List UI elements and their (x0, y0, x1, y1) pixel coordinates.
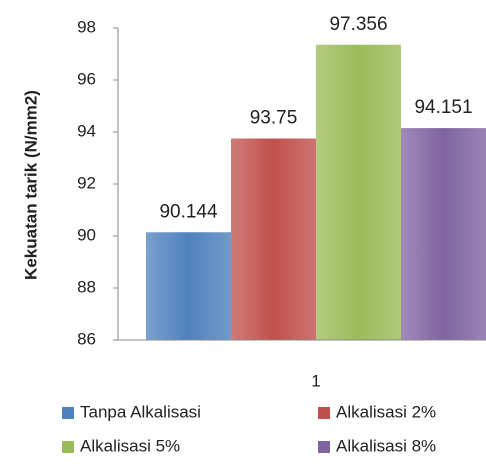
y-tick-label: 92 (77, 173, 96, 192)
value-label: 94.151 (414, 97, 472, 118)
value-label: 93.75 (250, 108, 298, 129)
bar (146, 232, 231, 340)
legend-swatch (62, 407, 74, 419)
bar (401, 128, 486, 340)
y-tick-label: 96 (77, 69, 96, 88)
x-tick-label: 1 (311, 371, 320, 390)
legend-label: Tanpa Alkalisasi (80, 402, 201, 421)
legend-swatch (318, 441, 330, 453)
bar (231, 138, 316, 340)
y-tick-label: 90 (77, 225, 96, 244)
legend-swatch (318, 407, 330, 419)
legend-label: Alkalisasi 5% (80, 436, 180, 455)
legend-swatch (62, 441, 74, 453)
y-tick-label: 86 (77, 329, 96, 348)
value-label: 90.144 (159, 201, 218, 222)
value-label: 97.356 (329, 14, 387, 35)
legend-label: Alkalisasi 2% (336, 402, 436, 421)
legend-label: Alkalisasi 8% (336, 436, 436, 455)
y-axis-title: Kekuatan tarik (N/mm2) (21, 90, 40, 280)
y-tick-label: 94 (77, 121, 96, 140)
bar (316, 44, 401, 341)
y-tick-label: 88 (77, 277, 96, 296)
y-tick-label: 98 (77, 17, 96, 36)
